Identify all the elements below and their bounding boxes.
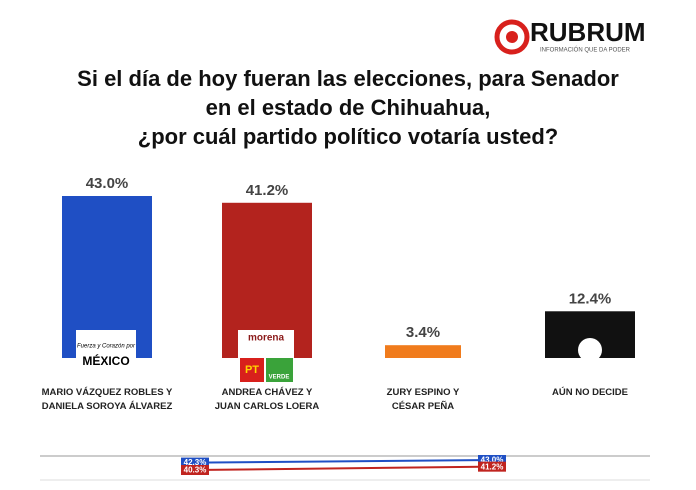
category-label: AÚN NO DECIDE [551, 387, 628, 398]
logo-text: MOVIMIENTO CIUDADANO [391, 364, 455, 370]
value-label: 41.2% [481, 462, 504, 471]
logo-text: morena [248, 333, 285, 344]
category-label: ZURY ESPINO Y CÉSAR PEÑA [386, 387, 460, 412]
icon [578, 362, 602, 380]
value-label: 42.3% [184, 458, 207, 467]
logo-name: RUBRUM [530, 17, 646, 47]
label-box [181, 465, 209, 475]
logo-box [76, 330, 136, 376]
logo-dot [506, 31, 518, 43]
logo-box [240, 358, 264, 382]
series-line [194, 465, 493, 471]
category-label: MARIO VÁZQUEZ ROBLES Y DANIELA SOROYA ÁL… [41, 387, 173, 412]
icon [578, 338, 602, 362]
series-line [194, 459, 493, 464]
chart-title: Si el día de hoy fueran las elecciones, … [77, 66, 619, 149]
label-box [181, 457, 209, 468]
label-box [478, 461, 506, 472]
logo-text: PT [245, 364, 259, 376]
logo-text: Fuerza y Corazón por [77, 344, 136, 350]
logo-tagline: INFORMACIÓN QUE DA PODER [540, 47, 631, 54]
bar [385, 345, 461, 358]
value-label: 40.3% [184, 466, 207, 475]
category-label: ANDREA CHÁVEZ Y JUAN CARLOS LOERA [214, 387, 320, 412]
value-label: 12.4% [569, 290, 612, 307]
logo-text: MÉXICO [82, 353, 129, 368]
logo-ring [494, 19, 530, 55]
logo-box [266, 358, 293, 382]
logo-text: VERDE [269, 375, 290, 381]
label-box [478, 455, 506, 465]
value-label: 3.4% [406, 324, 440, 341]
value-label: 43.0% [481, 456, 504, 465]
value-label: 43.0% [86, 175, 129, 192]
value-label: 41.2% [246, 182, 289, 199]
